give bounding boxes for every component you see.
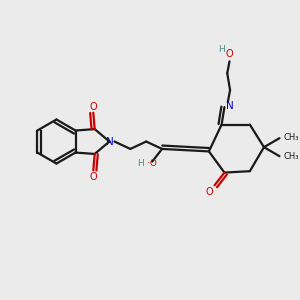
Text: H: H (137, 159, 144, 168)
Text: O: O (206, 187, 213, 196)
Text: CH₃: CH₃ (284, 133, 299, 142)
Text: H: H (218, 45, 225, 54)
Text: ·O: ·O (147, 159, 157, 168)
Text: O: O (89, 101, 97, 112)
Text: N: N (106, 136, 114, 146)
Text: N: N (226, 101, 234, 111)
Text: CH₃: CH₃ (284, 152, 299, 161)
Text: O: O (89, 172, 97, 182)
Text: O: O (226, 49, 233, 59)
